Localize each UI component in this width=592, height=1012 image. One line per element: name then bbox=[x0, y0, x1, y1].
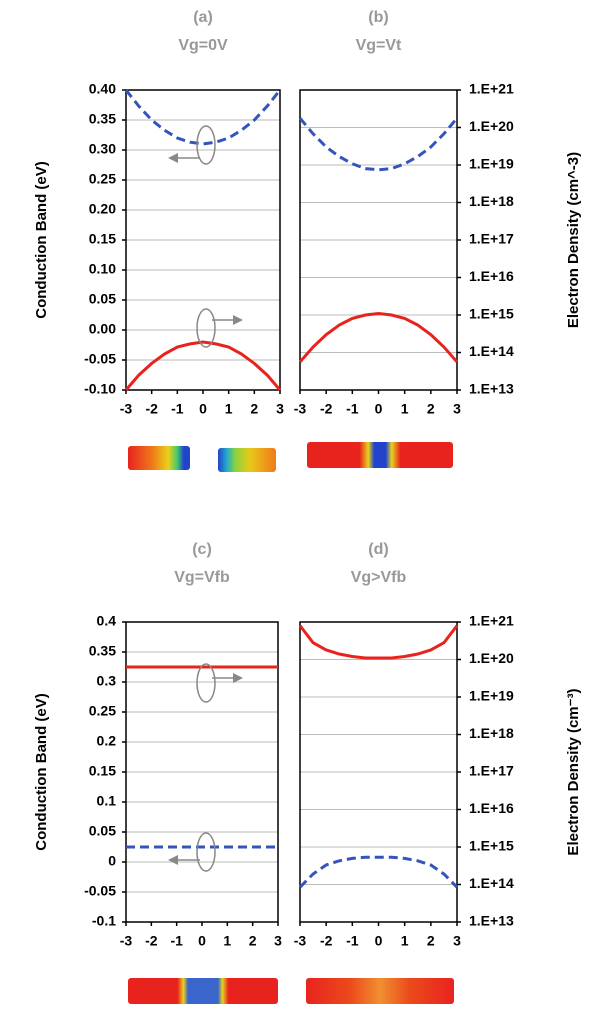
y-tick-label: -0.10 bbox=[84, 381, 116, 397]
device-images bbox=[128, 442, 454, 1004]
y-tick-label: 0 bbox=[108, 853, 116, 869]
y2-tick-label: 1.E+21 bbox=[469, 613, 514, 629]
x-tick-label: 1 bbox=[401, 933, 409, 949]
y2-tick-label: 1.E+16 bbox=[469, 800, 514, 816]
y2-tick-label: 1.E+14 bbox=[469, 875, 514, 891]
x-tick-label: 2 bbox=[427, 933, 435, 949]
y2-tick-label: 1.E+13 bbox=[469, 913, 514, 929]
x-tick-label: -2 bbox=[320, 933, 333, 949]
x-tick-label: 0 bbox=[199, 401, 207, 417]
x-tick-label: -2 bbox=[320, 401, 333, 417]
panel-subtitle: Vg=0V bbox=[178, 37, 228, 54]
x-tick-label: 1 bbox=[225, 401, 233, 417]
x-tick-label: 3 bbox=[274, 933, 282, 949]
y2-tick-label: 1.E+14 bbox=[469, 343, 514, 359]
x-tick-label: 1 bbox=[401, 401, 409, 417]
device-a-right bbox=[218, 448, 276, 472]
y-tick-label: -0.05 bbox=[84, 883, 116, 899]
ellipse bbox=[197, 833, 215, 871]
x-tick-label: -1 bbox=[171, 401, 184, 417]
x-tick-label: 0 bbox=[198, 933, 206, 949]
y-tick-label: 0.15 bbox=[89, 763, 116, 779]
y-tick-label: 0.3 bbox=[97, 673, 117, 689]
panel-title: (d) bbox=[368, 541, 388, 558]
y2-tick-label: 1.E+17 bbox=[469, 231, 514, 247]
y2-tick-label: 1.E+15 bbox=[469, 306, 514, 322]
arrow-head bbox=[168, 855, 178, 865]
device-b bbox=[307, 442, 453, 468]
data-line bbox=[126, 90, 280, 144]
x-tick-label: 0 bbox=[375, 401, 383, 417]
panel-title: (b) bbox=[368, 9, 388, 26]
data-line bbox=[300, 857, 457, 887]
x-tick-label: -1 bbox=[170, 933, 183, 949]
y-tick-label: 0.05 bbox=[89, 823, 116, 839]
x-tick-label: -1 bbox=[346, 401, 359, 417]
y2-tick-label: 1.E+19 bbox=[469, 688, 514, 704]
x-tick-label: 3 bbox=[453, 933, 461, 949]
x-tick-label: 3 bbox=[453, 401, 461, 417]
panel-subtitle: Vg=Vt bbox=[356, 37, 402, 54]
x-tick-label: -2 bbox=[145, 933, 158, 949]
y2-tick-label: 1.E+13 bbox=[469, 381, 514, 397]
data-line bbox=[300, 118, 457, 170]
y-tick-label: -0.05 bbox=[84, 351, 116, 367]
x-tick-label: 1 bbox=[223, 933, 231, 949]
y-tick-label: 0.1 bbox=[97, 793, 117, 809]
curve-annotations bbox=[168, 126, 243, 871]
y2-tick-label: 1.E+17 bbox=[469, 763, 514, 779]
panel-subtitle: Vg>Vfb bbox=[351, 569, 407, 586]
y-tick-label: 0.30 bbox=[89, 141, 116, 157]
y-tick-label: 0.40 bbox=[89, 81, 116, 97]
device-c bbox=[128, 978, 278, 1004]
y-tick-label: 0.05 bbox=[89, 291, 116, 307]
y2-axis-label: Electron Density (cm⁻³) bbox=[565, 688, 582, 855]
device-d bbox=[306, 978, 454, 1004]
y-tick-label: 0.00 bbox=[89, 321, 116, 337]
y2-tick-label: 1.E+21 bbox=[469, 81, 514, 97]
x-tick-label: -3 bbox=[294, 933, 307, 949]
y2-axis-label: Electron Density (cm^-3) bbox=[565, 152, 582, 328]
y-tick-label: 0.4 bbox=[97, 613, 117, 629]
arrow-head bbox=[233, 315, 243, 325]
y2-tick-label: 1.E+20 bbox=[469, 650, 514, 666]
y2-tick-label: 1.E+19 bbox=[469, 156, 514, 172]
x-tick-label: 2 bbox=[250, 401, 258, 417]
arrow-head bbox=[168, 153, 178, 163]
y-tick-label: 0.35 bbox=[89, 643, 116, 659]
x-tick-label: 2 bbox=[427, 401, 435, 417]
y2-tick-label: 1.E+18 bbox=[469, 193, 514, 209]
panel-title: (a) bbox=[193, 9, 213, 26]
x-tick-label: -3 bbox=[294, 401, 307, 417]
panel-title: (c) bbox=[192, 541, 212, 558]
ellipse bbox=[197, 664, 215, 702]
y2-tick-label: 1.E+18 bbox=[469, 725, 514, 741]
data-line bbox=[300, 626, 457, 658]
x-tick-label: -3 bbox=[120, 401, 133, 417]
device-a-left bbox=[128, 446, 190, 470]
x-tick-label: -1 bbox=[346, 933, 359, 949]
y-tick-label: 0.25 bbox=[89, 703, 116, 719]
panel-subtitle: Vg=Vfb bbox=[174, 569, 230, 586]
x-tick-label: 0 bbox=[375, 933, 383, 949]
y-tick-label: 0.15 bbox=[89, 231, 116, 247]
y-tick-label: 0.2 bbox=[97, 733, 117, 749]
data-line bbox=[126, 342, 280, 390]
y-tick-label: -0.1 bbox=[92, 913, 116, 929]
y-tick-label: 0.10 bbox=[89, 261, 116, 277]
x-tick-label: 2 bbox=[249, 933, 257, 949]
x-tick-label: -3 bbox=[120, 933, 133, 949]
x-tick-label: 3 bbox=[276, 401, 284, 417]
data-line bbox=[300, 313, 457, 361]
y-axis-label: Conduction Band (eV) bbox=[33, 693, 50, 851]
x-tick-label: -2 bbox=[145, 401, 158, 417]
y-axis-label: Conduction Band (eV) bbox=[33, 161, 50, 319]
figure: (a)Vg=0V0.400.350.300.250.200.150.100.05… bbox=[0, 0, 592, 1012]
y2-tick-label: 1.E+16 bbox=[469, 268, 514, 284]
y-tick-label: 0.20 bbox=[89, 201, 116, 217]
y2-tick-label: 1.E+20 bbox=[469, 118, 514, 134]
y-tick-label: 0.25 bbox=[89, 171, 116, 187]
y-tick-label: 0.35 bbox=[89, 111, 116, 127]
y2-tick-label: 1.E+15 bbox=[469, 838, 514, 854]
